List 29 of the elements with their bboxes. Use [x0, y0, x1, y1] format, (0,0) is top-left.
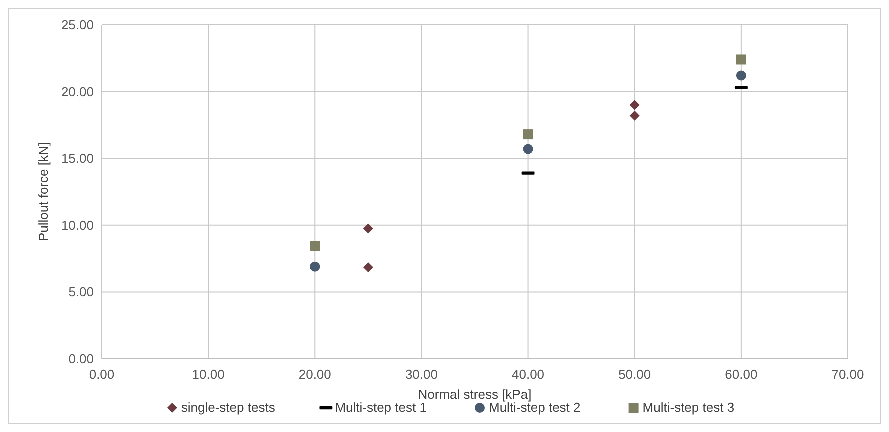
y-tick-label: 0.00 — [68, 352, 94, 366]
x-tick-label: 0.00 — [89, 367, 115, 382]
y-tick-label: 10.00 — [61, 218, 94, 233]
point — [630, 110, 640, 121]
legend-label: single-step tests — [181, 400, 276, 415]
point — [523, 130, 534, 140]
y-tick-label: 15.00 — [61, 151, 94, 166]
point — [310, 262, 320, 272]
point — [310, 241, 320, 252]
point — [363, 262, 374, 272]
x-tick-label: 20.00 — [298, 367, 332, 382]
x-axis-title: Normal stress [kPa] — [418, 387, 532, 402]
point — [363, 224, 374, 234]
x-tick-label: 10.00 — [192, 367, 225, 382]
x-tick-label: 60.00 — [725, 367, 758, 382]
x-tick-label: 40.00 — [512, 367, 545, 382]
legend-label: Multi-step test 1 — [335, 400, 427, 415]
y-tick-label: 25.00 — [61, 18, 94, 32]
point — [736, 70, 746, 81]
x-tick-label: 30.00 — [405, 367, 438, 382]
point — [523, 144, 534, 154]
y-axis-title: Pullout force [kN] — [36, 142, 51, 242]
point — [630, 100, 640, 110]
y-tick-label: 20.00 — [61, 84, 94, 100]
x-tick-label: 70.00 — [832, 367, 864, 382]
point — [736, 54, 746, 65]
legend-label: Multi-step test 3 — [642, 400, 735, 415]
y-tick-label: 5.00 — [68, 284, 94, 300]
x-tick-label: 50.00 — [618, 367, 652, 382]
